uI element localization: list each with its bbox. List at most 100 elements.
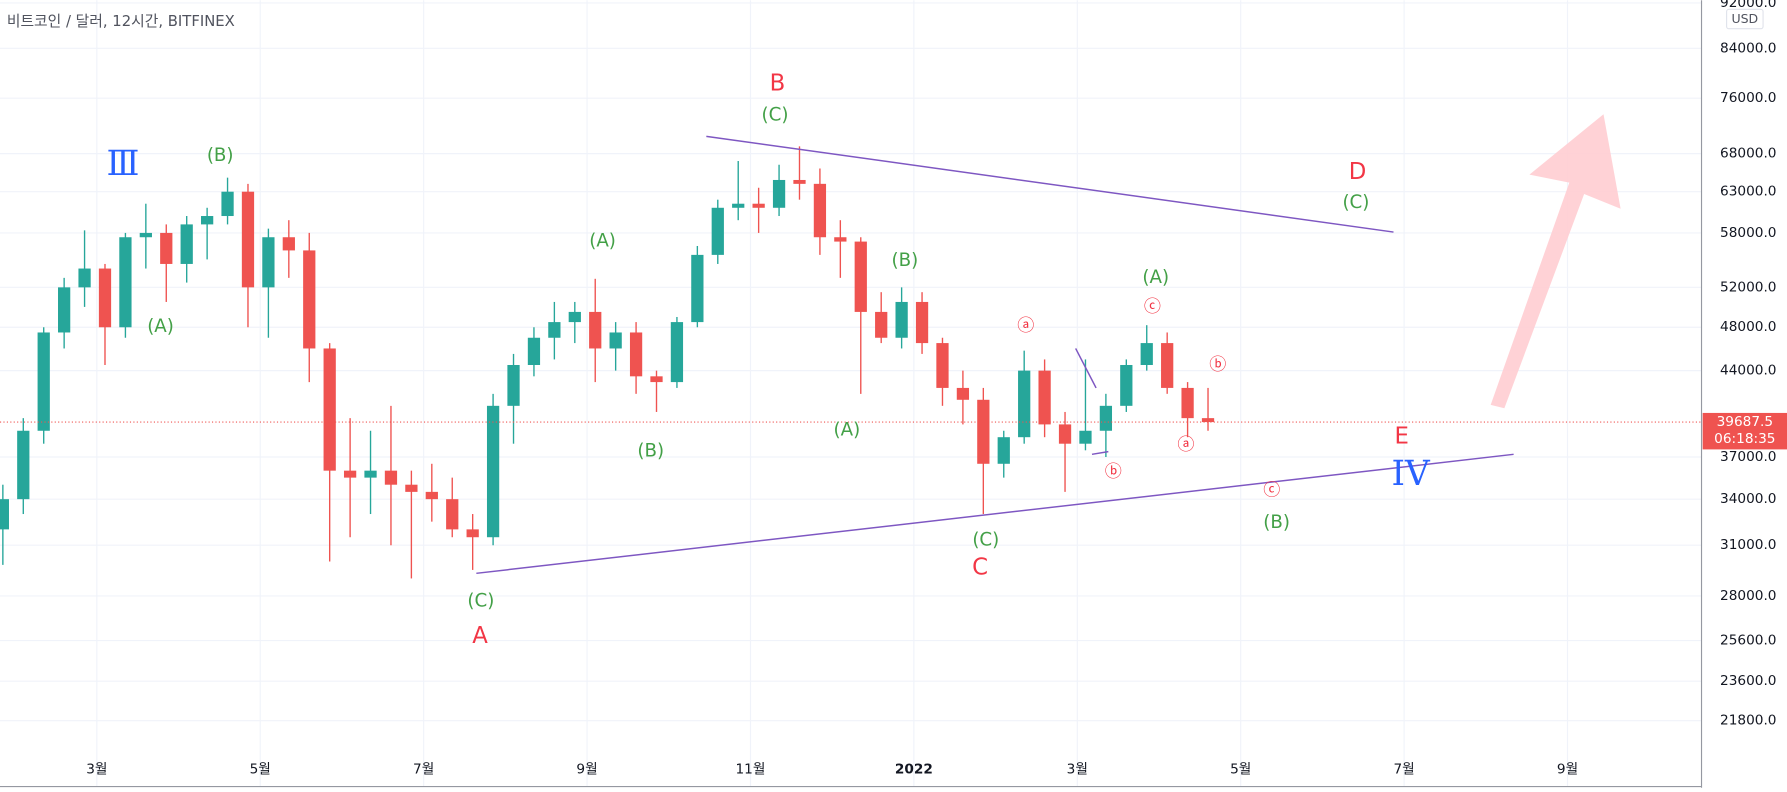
candle-body (895, 301, 908, 338)
y-tick-label: 37000.0 (1720, 449, 1776, 465)
last-price-box (1702, 412, 1787, 450)
candle-body (1079, 430, 1092, 444)
candle-body (241, 191, 255, 288)
wave-label: C (972, 555, 988, 581)
candle-body (343, 470, 357, 478)
wave-label: B (770, 70, 786, 96)
x-tick-label: 5월 (250, 762, 271, 778)
candle-body (78, 268, 91, 288)
x-tick-label: 5월 (1230, 762, 1251, 778)
grid (0, 0, 1702, 787)
arrow (1490, 114, 1621, 409)
wave-label: ⓑ (1209, 355, 1226, 375)
candle-body (915, 301, 929, 344)
candle-body (466, 529, 479, 538)
x-tick-label: 2022 (895, 762, 933, 778)
candle-body (589, 311, 602, 349)
y-tick-label: 31000.0 (1720, 537, 1776, 553)
y-tick-label: 76000.0 (1720, 90, 1776, 106)
candle-body (17, 430, 30, 500)
candle-body (813, 183, 827, 238)
candle-body (1140, 343, 1153, 365)
candle-body (956, 387, 970, 400)
wave-label: ⓒ (1144, 297, 1161, 317)
candle-body (98, 268, 112, 328)
y-tick-label: 84000.0 (1720, 40, 1776, 56)
x-tick-label: 7월 (1393, 762, 1414, 778)
candle-body (58, 287, 71, 333)
y-tick-label: 58000.0 (1720, 225, 1776, 241)
candle-body (834, 237, 847, 242)
candle-body (180, 224, 193, 264)
y-tick-label: 23600.0 (1720, 673, 1776, 689)
candle-body (1018, 370, 1031, 438)
y-tick-label: 92000.0 (1720, 0, 1776, 11)
annotations: Ⅲ (B) (A) B (C) (A) (B) (C) A (B) (A) (C) Cⓐ ⓑ ⓒ (A) ⓑ ⓐ ⓒ… (106, 70, 1431, 649)
candle-body (119, 237, 132, 328)
candle-body (650, 376, 663, 383)
wave-label: E (1394, 424, 1408, 450)
x-tick-label: 9월 (1557, 762, 1578, 778)
candle-body (1181, 387, 1194, 419)
wave-label: (C) (972, 529, 999, 550)
wave-label: IV (1392, 454, 1432, 494)
candle-body (1099, 405, 1113, 431)
plot (0, 135, 1702, 579)
candle-body (936, 343, 949, 388)
countdown-label: 06:18:35 (1714, 431, 1775, 447)
y-tick-label: 21800.0 (1720, 713, 1776, 729)
wave-label: (B) (892, 250, 919, 271)
candle-body (0, 499, 9, 530)
wave-label: (A) (147, 316, 174, 337)
chart-title: 비트코인 / 달러, 12시간, BITFINEX (7, 13, 235, 30)
y-tick-label: 52000.0 (1720, 279, 1776, 295)
y-tick-label: 48000.0 (1720, 319, 1776, 335)
wave-label: (B) (207, 145, 234, 166)
candle-body (772, 179, 786, 208)
candle-body (732, 203, 745, 208)
wave-label: (A) (1142, 267, 1169, 288)
wave-label: (C) (762, 105, 789, 126)
candle-body (282, 237, 295, 251)
candle-body (323, 348, 336, 471)
candle-body (752, 203, 765, 208)
candle-body (200, 216, 214, 225)
y-tick-label: 34000.0 (1720, 491, 1776, 507)
x-tick-label: 9월 (576, 762, 597, 778)
currency: USD (1731, 11, 1758, 26)
candle-body (875, 311, 888, 338)
wave-label: D (1349, 159, 1367, 185)
candle-body (670, 322, 684, 383)
candle-body (977, 399, 990, 464)
wave-label: (A) (589, 231, 616, 252)
candle-body (691, 254, 704, 323)
candle-body (1161, 343, 1174, 388)
y-tick-label: 63000.0 (1720, 184, 1776, 200)
wave-label: (B) (637, 441, 664, 462)
x-tick-label: 11월 (735, 762, 765, 778)
candle-body (486, 405, 500, 538)
wave-label: Ⅲ (106, 144, 139, 184)
trend-line (706, 135, 1394, 233)
wave-label: (C) (467, 590, 494, 611)
candle-body (507, 364, 520, 406)
wave-label: ⓒ (1263, 480, 1280, 500)
candle-body (711, 207, 724, 255)
candle-body (405, 484, 418, 492)
candle-body (139, 232, 152, 238)
x-tick-label: 3월 (86, 762, 107, 778)
candle-body (1201, 418, 1215, 423)
trend-line (1074, 348, 1097, 389)
y-tick-label: 25600.0 (1720, 633, 1776, 649)
candle-body (262, 237, 275, 288)
candle-body (609, 332, 622, 349)
candle-body (854, 241, 867, 312)
x-tick-label: 3월 (1067, 762, 1088, 778)
candle-body (548, 322, 561, 338)
wave-label: ⓐ (1017, 316, 1034, 336)
candle-body (384, 470, 398, 485)
candle-body (527, 337, 541, 365)
candle-body (629, 332, 643, 377)
